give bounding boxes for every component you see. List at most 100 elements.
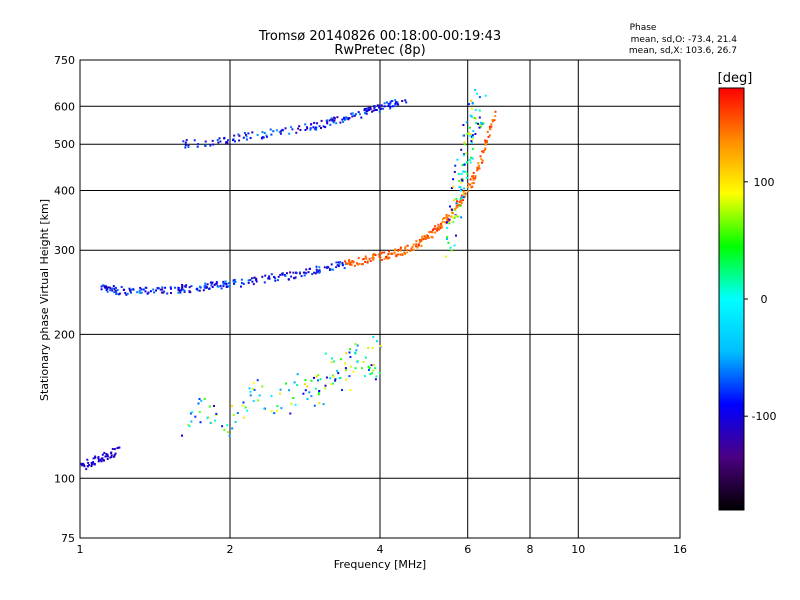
data-point — [459, 204, 462, 207]
data-point — [305, 272, 308, 275]
data-point — [125, 293, 128, 296]
data-point — [293, 277, 296, 280]
data-point — [451, 220, 454, 223]
data-point — [300, 275, 303, 278]
data-point — [452, 212, 454, 215]
data-point — [410, 249, 413, 252]
data-point — [457, 172, 460, 175]
data-point — [182, 288, 185, 291]
data-point — [191, 411, 194, 414]
data-point — [304, 379, 307, 381]
data-point — [221, 425, 224, 428]
data-point — [112, 285, 115, 288]
data-point — [97, 460, 100, 463]
data-point — [355, 349, 358, 352]
data-point — [223, 282, 226, 285]
data-point — [238, 134, 241, 137]
data-point — [99, 459, 102, 462]
data-point — [101, 453, 104, 456]
data-point — [347, 117, 350, 120]
data-point — [109, 289, 112, 292]
data-point — [412, 243, 415, 246]
y-tick-label: 100 — [54, 472, 75, 485]
data-point — [187, 424, 190, 426]
data-point — [420, 244, 423, 247]
data-point — [228, 434, 231, 437]
data-point — [467, 103, 470, 106]
data-point — [314, 387, 317, 390]
data-point — [378, 110, 381, 113]
x-tick-label: 6 — [464, 543, 471, 556]
data-point — [297, 127, 300, 130]
axis-ticks: 1 2 4 6 8 10 16 75 100 200 300 400 500 600 750 — [54, 54, 687, 556]
data-point — [427, 236, 430, 239]
y-tick-label: 600 — [54, 100, 75, 113]
data-point — [142, 288, 145, 291]
data-point — [369, 260, 372, 262]
data-point — [350, 263, 353, 266]
data-point — [381, 251, 384, 254]
data-point — [326, 265, 329, 268]
data-point — [345, 378, 348, 381]
data-point — [458, 186, 461, 189]
data-point — [404, 247, 407, 250]
data-point — [273, 276, 276, 278]
data-point — [178, 289, 181, 292]
data-point — [268, 275, 271, 278]
data-point — [463, 187, 466, 190]
data-point — [193, 139, 196, 142]
data-point — [474, 175, 477, 178]
data-point — [138, 289, 141, 292]
data-point — [225, 282, 228, 285]
data-point — [476, 92, 479, 95]
data-point — [111, 289, 114, 292]
data-point — [416, 246, 419, 249]
y-tick-label: 500 — [54, 138, 75, 151]
data-point — [494, 110, 497, 113]
data-point — [464, 192, 467, 195]
data-point — [124, 291, 127, 294]
data-point — [484, 148, 486, 151]
data-point — [377, 253, 380, 256]
data-point — [356, 360, 359, 363]
data-point — [307, 271, 310, 274]
data-point — [489, 128, 492, 131]
data-point — [372, 335, 375, 338]
data-point — [410, 247, 413, 250]
data-point — [488, 134, 491, 137]
data-point — [345, 117, 348, 120]
data-point — [482, 151, 485, 154]
data-point — [177, 291, 180, 294]
data-point — [313, 121, 316, 124]
data-point — [322, 403, 325, 406]
data-point — [332, 268, 335, 271]
data-point — [248, 387, 251, 390]
data-point — [490, 123, 493, 126]
data-point — [338, 263, 341, 266]
data-point — [354, 352, 356, 355]
data-point — [399, 248, 402, 251]
data-point — [379, 252, 382, 255]
data-point — [302, 271, 305, 274]
data-point — [490, 125, 493, 128]
data-point — [378, 256, 381, 258]
data-point — [196, 145, 199, 148]
data-point — [399, 253, 402, 256]
data-point — [255, 280, 258, 283]
data-point — [194, 415, 197, 418]
data-point — [336, 264, 339, 267]
data-point — [480, 125, 483, 128]
data-point — [406, 251, 409, 254]
data-point — [409, 249, 412, 252]
data-point — [155, 289, 157, 292]
data-point — [159, 288, 162, 291]
data-point — [481, 159, 484, 162]
data-point — [105, 289, 108, 292]
data-point — [233, 278, 236, 281]
data-point — [317, 379, 319, 382]
data-point — [265, 134, 268, 137]
data-point — [462, 124, 465, 126]
data-point — [203, 397, 206, 400]
data-point — [396, 101, 399, 104]
